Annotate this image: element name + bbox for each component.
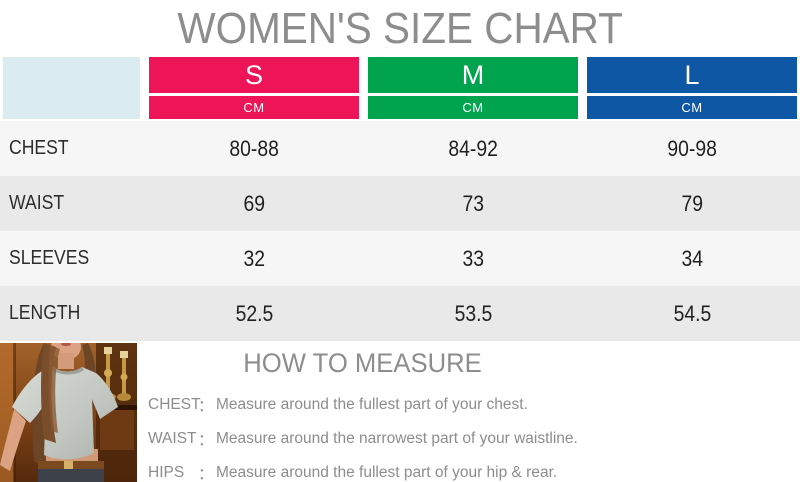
row-label: WAIST xyxy=(9,192,65,214)
how-to-measure-section: HOW TO MEASURE CHEST： Measure around the … xyxy=(0,343,800,482)
row-label: CHEST xyxy=(9,137,69,159)
measure-instructions: CHEST： Measure around the fullest part of… xyxy=(148,388,800,482)
unit-cell-m: CM xyxy=(368,96,578,119)
measure-item-chest: CHEST： Measure around the fullest part of… xyxy=(148,396,528,415)
cell-waist-m: 73 xyxy=(462,190,484,216)
model-photo-illustration xyxy=(0,343,137,482)
cell-sleeves-m: 33 xyxy=(462,245,484,271)
table-row-sleeves: SLEEVES 32 33 34 xyxy=(0,231,800,286)
table-row-length: LENGTH 52.5 53.5 54.5 xyxy=(0,286,800,341)
row-label: LENGTH xyxy=(9,302,81,324)
column-header-l: L xyxy=(587,57,797,93)
column-header-s: S xyxy=(149,57,359,93)
cell-chest-m: 84-92 xyxy=(448,135,498,161)
table-row-chest: CHEST 80-88 84-92 90-98 xyxy=(0,121,800,176)
cell-chest-l: 90-98 xyxy=(667,135,717,161)
cell-length-s: 52.5 xyxy=(235,300,273,326)
measure-item-hips: HIPS： Measure around the fullest part of … xyxy=(148,464,558,482)
how-to-measure: HOW TO MEASURE CHEST： Measure around the … xyxy=(137,343,800,482)
table-row-waist: WAIST 69 73 79 xyxy=(0,176,800,231)
page-title: WOMEN'S SIZE CHART xyxy=(177,3,623,53)
size-table-body: CHEST 80-88 84-92 90-98 WAIST 69 73 79 S… xyxy=(0,121,800,341)
cell-waist-s: 69 xyxy=(243,190,265,216)
how-to-measure-heading: HOW TO MEASURE xyxy=(243,348,483,378)
column-header-m: M xyxy=(368,57,578,93)
cell-sleeves-l: 34 xyxy=(681,245,703,271)
cell-waist-l: 79 xyxy=(681,190,703,216)
unit-cell-s: CM xyxy=(149,96,359,119)
corner-cell xyxy=(3,57,140,119)
row-label: SLEEVES xyxy=(9,247,90,269)
cell-sleeves-s: 32 xyxy=(243,245,265,271)
cell-length-l: 54.5 xyxy=(673,300,711,326)
cell-length-m: 53.5 xyxy=(454,300,492,326)
unit-cell-l: CM xyxy=(587,96,797,119)
cell-chest-s: 80-88 xyxy=(229,135,279,161)
size-table-header: S M L CM CM CM xyxy=(0,57,800,119)
model-photo xyxy=(0,343,137,482)
measure-item-waist: WAIST： Measure around the narrowest part … xyxy=(148,430,578,449)
